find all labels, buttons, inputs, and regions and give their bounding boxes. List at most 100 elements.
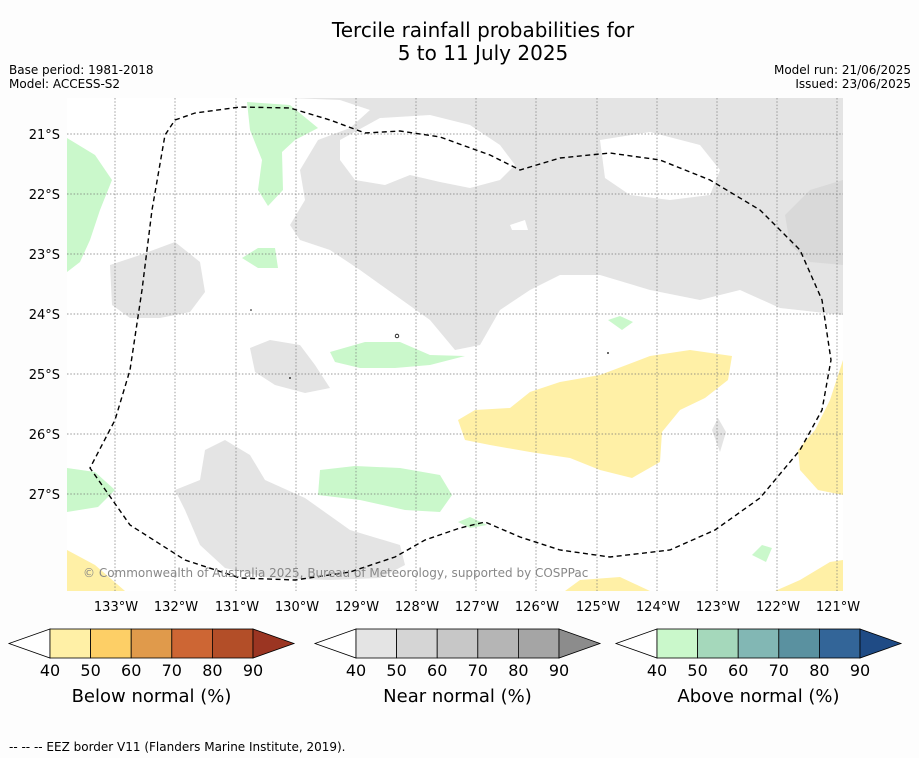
hole-3 bbox=[510, 220, 528, 230]
meta-right: Model run: 21/06/2025 Issued: 23/06/2025 bbox=[774, 63, 911, 91]
island-marker bbox=[289, 377, 291, 379]
colorbar-segment bbox=[49, 628, 91, 659]
colorbar-under-triangle bbox=[614, 628, 658, 659]
eez-footnote: -- -- -- EEZ border V11 (Flanders Marine… bbox=[9, 740, 346, 754]
colorbar-segment bbox=[171, 628, 213, 659]
above-region-3 bbox=[330, 342, 465, 368]
above-region-4 bbox=[608, 316, 633, 330]
colorbar-segment bbox=[355, 628, 397, 659]
above-region-2 bbox=[242, 248, 278, 268]
colorbar-segment bbox=[737, 628, 780, 659]
lon-label: 124°W bbox=[636, 600, 680, 615]
above-region-6 bbox=[458, 517, 487, 528]
title-line-1: Tercile rainfall probabilities for bbox=[331, 18, 635, 42]
lat-label: 23°S bbox=[29, 248, 60, 263]
model-run: Model run: 21/06/2025 bbox=[773, 63, 911, 77]
lon-label: 133°W bbox=[94, 600, 138, 615]
lon-label: 128°W bbox=[395, 600, 439, 615]
near-region-west bbox=[110, 242, 205, 318]
near-region-mid bbox=[250, 340, 330, 393]
above-region-west-1 bbox=[67, 138, 112, 272]
base-period: Base period: 1981-2018 bbox=[9, 63, 154, 77]
colorbar-tick-label: 90 bbox=[549, 661, 569, 680]
gridlines bbox=[67, 98, 843, 591]
lat-label: 21°S bbox=[29, 128, 60, 143]
lon-label: 125°W bbox=[576, 600, 620, 615]
colorbar-segment bbox=[436, 628, 479, 659]
colorbar-over-triangle bbox=[859, 628, 903, 659]
island-marker bbox=[250, 309, 252, 311]
lon-label: 130°W bbox=[275, 600, 319, 615]
colorbar: 40 50 60 70 80 90 Near normal (%) bbox=[313, 628, 602, 707]
colorbar: 40 50 60 70 80 90 Above normal (%) bbox=[614, 628, 903, 707]
lat-label: 24°S bbox=[29, 308, 60, 323]
colorbar-segment bbox=[477, 628, 519, 659]
colorbars: 40 50 60 70 80 90 Below normal (%) 40 50 60 70 80 90… bbox=[7, 628, 903, 707]
colorbar-over-triangle bbox=[252, 628, 296, 659]
below-region-se bbox=[775, 560, 843, 591]
near-holes bbox=[340, 115, 720, 230]
below-region-central bbox=[458, 350, 732, 478]
colorbar-tick-label: 40 bbox=[647, 661, 667, 680]
above-normal-regions bbox=[67, 102, 772, 562]
above-region-west-2 bbox=[67, 468, 115, 512]
lon-label: 129°W bbox=[335, 600, 379, 615]
colorbar-segment bbox=[396, 628, 438, 659]
eez-border bbox=[89, 106, 832, 581]
colorbar-segment bbox=[211, 628, 254, 659]
lon-labels: 133°W 132°W 131°W 130°W 129°W 128°W 127°… bbox=[94, 600, 860, 615]
colorbar-under-triangle bbox=[313, 628, 357, 659]
colorbar-tick-label: 50 bbox=[80, 661, 100, 680]
colorbar-tick-label: 60 bbox=[427, 661, 447, 680]
colorbar-tick-label: 50 bbox=[386, 661, 406, 680]
colorbar-tick-label: 80 bbox=[202, 661, 222, 680]
colorbar-tick-label: 80 bbox=[809, 661, 829, 680]
colorbar-tick-label: 70 bbox=[162, 661, 182, 680]
near-region-east-small bbox=[712, 418, 726, 452]
title-line-2: 5 to 11 July 2025 bbox=[397, 41, 569, 65]
above-region-north bbox=[247, 102, 318, 206]
island-marker bbox=[607, 352, 609, 354]
colorbar-under-triangle bbox=[7, 628, 51, 659]
lat-label: 22°S bbox=[29, 188, 60, 203]
lon-label: 126°W bbox=[515, 600, 559, 615]
lon-label: 131°W bbox=[215, 600, 259, 615]
lat-labels: 21°S 22°S 23°S 24°S 25°S 26°S 27°S bbox=[29, 128, 60, 503]
issued-date: Issued: 23/06/2025 bbox=[795, 77, 911, 91]
colorbar-tick-label: 90 bbox=[243, 661, 263, 680]
lon-label: 132°W bbox=[154, 600, 198, 615]
colorbar-segment bbox=[778, 628, 820, 659]
above-region-5 bbox=[318, 466, 452, 512]
colorbar-tick-label: 40 bbox=[40, 661, 60, 680]
colorbar-segment bbox=[518, 628, 560, 659]
lon-label: 122°W bbox=[756, 600, 800, 615]
lon-label: 123°W bbox=[696, 600, 740, 615]
colorbar-title: Below normal (%) bbox=[72, 686, 232, 707]
colorbar-tick-label: 60 bbox=[121, 661, 141, 680]
lon-label: 121°W bbox=[816, 600, 860, 615]
colorbar-tick-label: 60 bbox=[728, 661, 748, 680]
lat-label: 26°S bbox=[29, 428, 60, 443]
below-region-sw bbox=[67, 550, 125, 591]
colorbar-tick-label: 90 bbox=[850, 661, 870, 680]
hole-2 bbox=[600, 132, 720, 200]
island-marker bbox=[394, 333, 400, 339]
colorbar-title: Near normal (%) bbox=[383, 686, 532, 707]
colorbar-segment bbox=[90, 628, 132, 659]
copyright-notice: © Commonwealth of Australia 2025, Bureau… bbox=[83, 566, 588, 580]
model-name: Model: ACCESS-S2 bbox=[9, 77, 121, 91]
near-region-south bbox=[175, 440, 405, 580]
colorbar-tick-label: 70 bbox=[468, 661, 488, 680]
below-normal-regions bbox=[67, 350, 843, 591]
map-title: Tercile rainfall probabilities for 5 to … bbox=[0, 19, 919, 65]
lon-label: 127°W bbox=[455, 600, 499, 615]
colorbar: 40 50 60 70 80 90 Below normal (%) bbox=[7, 628, 296, 707]
colorbar-title: Above normal (%) bbox=[677, 686, 839, 707]
colorbar-tick-label: 80 bbox=[508, 661, 528, 680]
colorbar-tick-label: 70 bbox=[769, 661, 789, 680]
colorbar-over-triangle bbox=[558, 628, 602, 659]
colorbar-segment bbox=[819, 628, 861, 659]
colorbar-segment bbox=[656, 628, 698, 659]
meta-left: Base period: 1981-2018 Model: ACCESS-S2 bbox=[9, 63, 154, 91]
